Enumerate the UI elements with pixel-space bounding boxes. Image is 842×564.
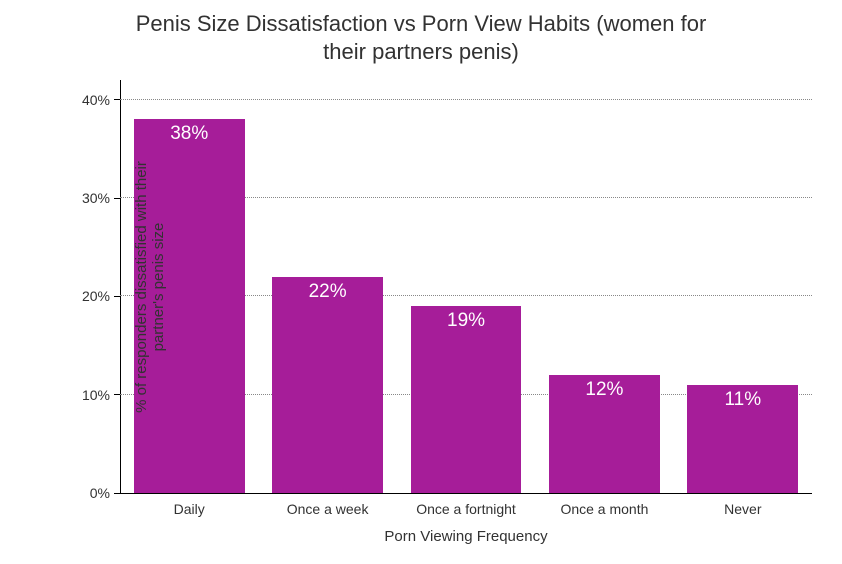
bar-slot: 12%Once a month <box>535 80 673 493</box>
chart-title: Penis Size Dissatisfaction vs Porn View … <box>0 10 842 65</box>
ytick-label: 30% <box>82 190 110 206</box>
xtick-label: Once a fortnight <box>416 501 516 517</box>
ytick-label: 20% <box>82 288 110 304</box>
xtick-label: Once a month <box>560 501 648 517</box>
plot-area: 0%10%20%30%40% 38%Daily22%Once a week19%… <box>120 80 812 494</box>
chart-container: Penis Size Dissatisfaction vs Porn View … <box>0 0 842 564</box>
bar: 19% <box>411 306 522 493</box>
xtick-label: Once a week <box>287 501 369 517</box>
bar: 12% <box>549 375 660 493</box>
ytick-label: 0% <box>90 485 110 501</box>
bar-slot: 22%Once a week <box>258 80 396 493</box>
bar: 11% <box>687 385 798 493</box>
bar-value-label: 22% <box>309 281 347 303</box>
bar-value-label: 11% <box>725 389 762 411</box>
bar-value-label: 12% <box>585 379 623 401</box>
chart-title-line2: their partners penis) <box>323 39 519 64</box>
chart-title-line1: Penis Size Dissatisfaction vs Porn View … <box>136 11 707 36</box>
bars-group: 38%Daily22%Once a week19%Once a fortnigh… <box>120 80 812 493</box>
ytick-label: 10% <box>82 387 110 403</box>
bar-slot: 11%Never <box>674 80 812 493</box>
x-axis-title: Porn Viewing Frequency <box>384 528 547 545</box>
xtick-label: Daily <box>174 501 205 517</box>
bar-value-label: 38% <box>170 123 208 145</box>
xtick-label: Never <box>724 501 761 517</box>
bar-slot: 19%Once a fortnight <box>397 80 535 493</box>
ytick-label: 40% <box>82 92 110 108</box>
y-axis-title: % of responders dissatisfied with their … <box>133 161 167 413</box>
bar: 22% <box>272 277 383 493</box>
bar-value-label: 19% <box>447 310 485 332</box>
